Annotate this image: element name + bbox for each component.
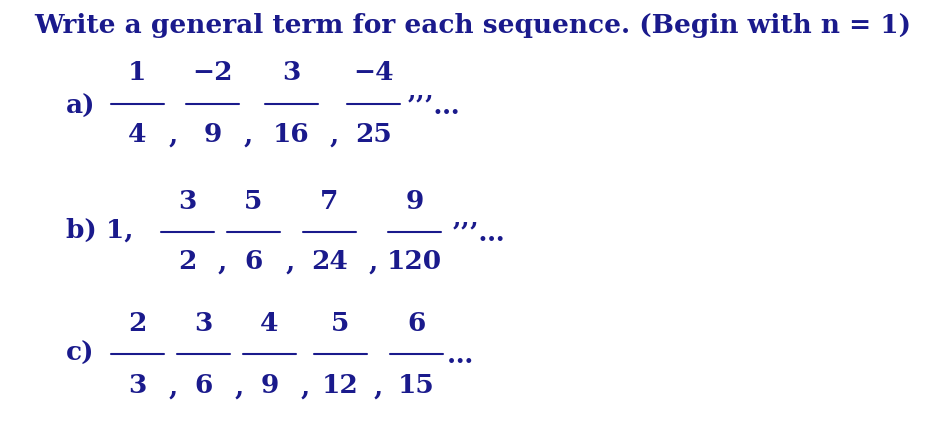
Text: a): a) xyxy=(66,94,96,118)
Text: 24: 24 xyxy=(311,249,347,274)
Text: 9: 9 xyxy=(260,373,279,398)
Text: …: … xyxy=(447,343,473,368)
Text: 9: 9 xyxy=(203,122,222,147)
Text: 2: 2 xyxy=(128,311,147,336)
Text: 3: 3 xyxy=(194,311,213,336)
Text: ’’’…: ’’’… xyxy=(451,221,505,246)
Text: 4: 4 xyxy=(260,311,279,336)
Text: 3: 3 xyxy=(178,189,197,213)
Text: 9: 9 xyxy=(405,189,424,213)
Text: ,: , xyxy=(218,249,227,274)
Text: ,: , xyxy=(235,374,244,399)
Text: ,: , xyxy=(286,249,295,274)
Text: ,: , xyxy=(301,374,310,399)
Text: 5: 5 xyxy=(331,311,350,336)
Text: ,: , xyxy=(244,122,254,147)
Text: 2: 2 xyxy=(178,249,197,274)
Text: 5: 5 xyxy=(244,189,263,213)
Text: 1: 1 xyxy=(128,61,147,85)
Text: 16: 16 xyxy=(273,122,309,147)
Text: 25: 25 xyxy=(356,122,392,147)
Text: ,: , xyxy=(168,374,178,399)
Text: Write a general term for each sequence. (Begin with n = 1): Write a general term for each sequence. … xyxy=(34,13,912,38)
Text: 6: 6 xyxy=(407,311,426,336)
Text: −2: −2 xyxy=(193,61,233,85)
Text: 4: 4 xyxy=(128,122,147,147)
Text: 120: 120 xyxy=(387,249,442,274)
Text: 12: 12 xyxy=(323,373,359,398)
Text: 3: 3 xyxy=(128,373,147,398)
Text: 3: 3 xyxy=(282,61,301,85)
Text: ’’’…: ’’’… xyxy=(407,94,461,118)
Text: 7: 7 xyxy=(320,189,339,213)
Text: ,: , xyxy=(329,122,339,147)
Text: ,: , xyxy=(369,249,378,274)
Text: −4: −4 xyxy=(354,61,394,85)
Text: 6: 6 xyxy=(194,373,213,398)
Text: 15: 15 xyxy=(398,373,434,398)
Text: c): c) xyxy=(66,341,95,366)
Text: ,: , xyxy=(374,374,383,399)
Text: 6: 6 xyxy=(244,249,263,274)
Text: b) 1,: b) 1, xyxy=(66,217,133,242)
Text: ,: , xyxy=(168,122,178,147)
